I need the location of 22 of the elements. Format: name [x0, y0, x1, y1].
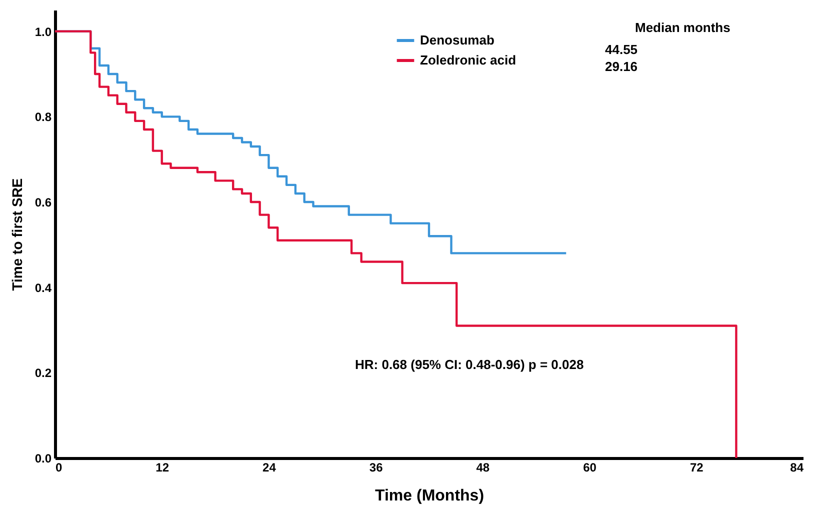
x-tick-label: 0: [56, 460, 62, 474]
y-tick-label: 1.0: [34, 24, 52, 39]
y-axis-title: Time to first SRE: [8, 178, 25, 291]
x-tick-label: 72: [690, 460, 704, 474]
x-tick-label: 60: [583, 460, 597, 474]
y-tick-label: 0.8: [34, 110, 52, 124]
legend-label: Denosumab: [420, 32, 494, 48]
x-axis-title: Time (Months): [374, 488, 484, 504]
y-tick-label: 0.0: [34, 452, 52, 466]
legend-title: Median months: [635, 20, 730, 35]
x-tick-label: 12: [156, 460, 170, 474]
x-tick-label: 84: [790, 460, 804, 474]
y-tick-label: 0.6: [34, 196, 52, 210]
x-tick-label: 48: [476, 460, 490, 474]
y-tick-label: 0.2: [34, 366, 52, 380]
x-tick-label: 24: [262, 460, 276, 474]
legend-label: Zoledronic acid: [420, 52, 516, 68]
annotation: 44.55: [605, 42, 638, 57]
annotation: 29.16: [605, 59, 638, 74]
y-tick-label: 0.4: [34, 280, 52, 295]
annotation: HR: 0.68 (95% CI: 0.48-0.96) p = 0.028: [355, 357, 584, 372]
x-tick-label: 36: [369, 460, 384, 474]
